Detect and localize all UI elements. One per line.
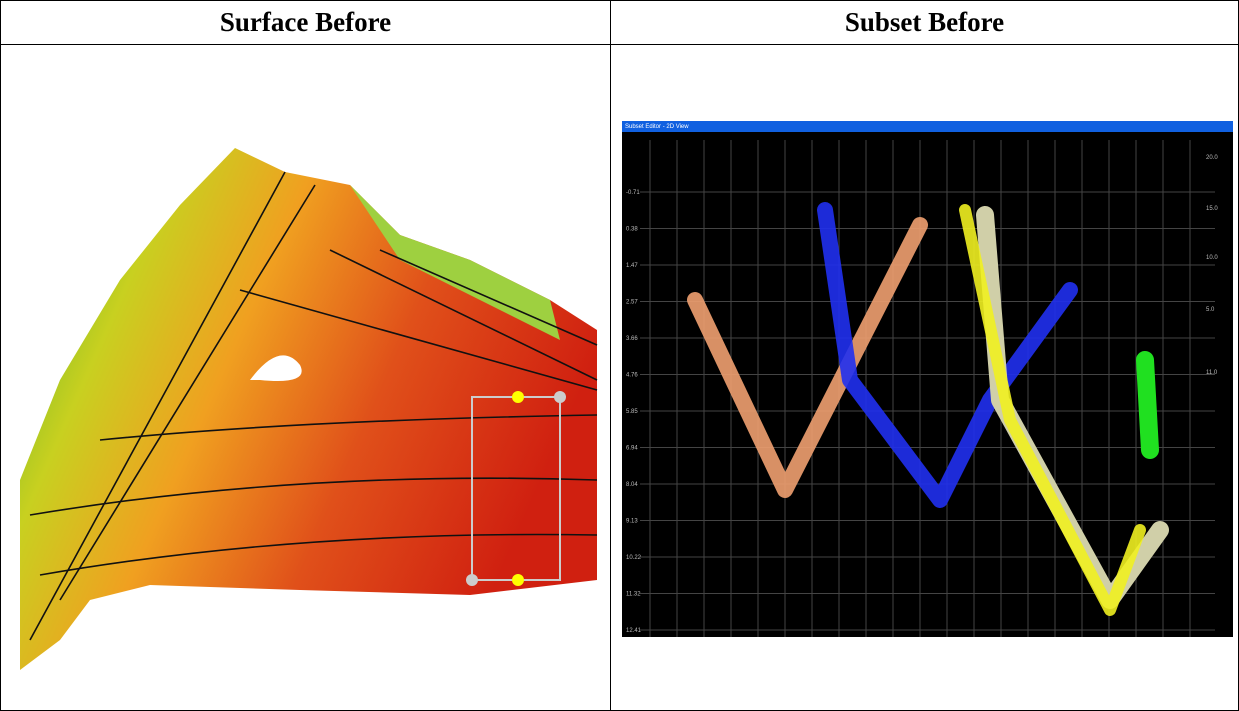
axis-label: 11.0	[1206, 370, 1218, 376]
axis-label: 3.66	[626, 336, 638, 342]
axis-label: 12.41	[626, 628, 642, 634]
axis-label: -0.71	[626, 190, 640, 196]
axis-label: 6.94	[626, 446, 638, 452]
window-title: Subset Editor - 2D View	[625, 124, 689, 130]
axis-label: 15.0	[1206, 206, 1218, 212]
axis-label: 2.57	[626, 300, 638, 306]
axis-label: 4.76	[626, 373, 638, 379]
column-header: Subset Before	[610, 0, 1239, 45]
axis-label: 10.22	[626, 555, 642, 561]
axis-label: 5.85	[626, 409, 638, 415]
axis-label: 9.13	[626, 519, 638, 525]
axis-label: 1.47	[626, 263, 638, 269]
subset-screenshot: Subset Editor - 2D View -0.71 0.38 1.47 2.5…	[622, 121, 1233, 637]
axis-label: 0.38	[626, 227, 638, 233]
column-header: Surface Before	[0, 0, 611, 45]
axis-label: 20.0	[1206, 155, 1218, 161]
axis-label: 10.0	[1206, 255, 1218, 261]
axis-label: 8.04	[626, 482, 638, 488]
axis-label: 11.32	[626, 592, 641, 598]
surface-image	[20, 148, 598, 670]
axis-label: 5.0	[1206, 307, 1215, 313]
